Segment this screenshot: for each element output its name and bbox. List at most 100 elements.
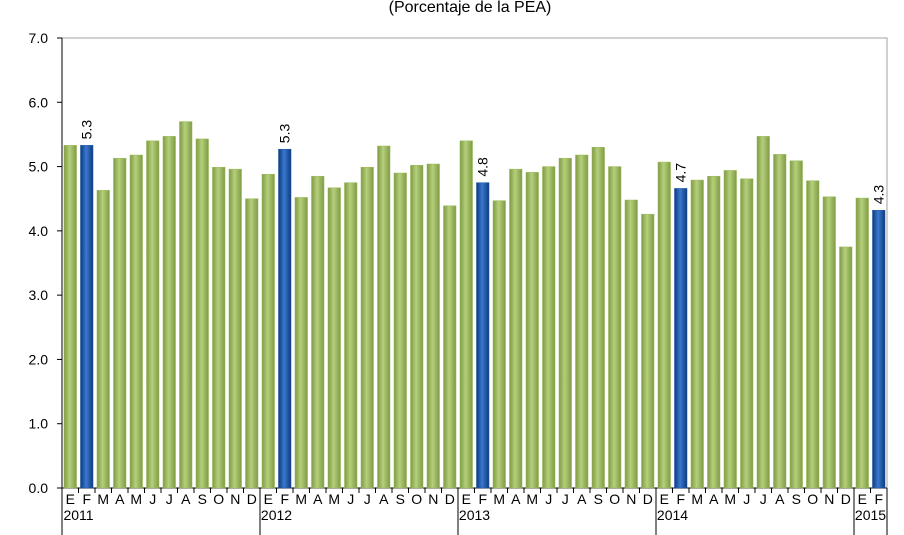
chart-title: (Porcentaje de la PEA) (389, 0, 552, 16)
bar (822, 196, 836, 489)
x-tick-label: M (724, 491, 736, 507)
x-tick-label: D (841, 491, 851, 507)
bar (327, 187, 341, 489)
x-tick-label: J (760, 491, 767, 507)
bar (872, 210, 886, 489)
bar (773, 154, 787, 489)
x-tick-label: E (858, 491, 867, 507)
bar (278, 148, 292, 489)
year-label: 2011 (63, 507, 93, 523)
bar (608, 166, 622, 489)
x-tick-label: D (643, 491, 653, 507)
x-tick-label: A (709, 491, 719, 507)
x-tick-label: A (313, 491, 323, 507)
value-label: 4.7 (673, 163, 689, 183)
x-tick-label: M (526, 491, 538, 507)
x-tick-label: J (545, 491, 552, 507)
x-tick-label: S (594, 491, 603, 507)
x-tick-label: S (396, 491, 405, 507)
year-label: 2015 (855, 507, 886, 523)
x-tick-label: J (347, 491, 354, 507)
x-tick-label: E (462, 491, 471, 507)
bar (228, 168, 242, 489)
y-tick-label: 4.0 (29, 223, 49, 239)
bar (756, 136, 770, 489)
bar (624, 199, 638, 489)
bar (80, 145, 94, 489)
bar (443, 205, 457, 489)
bar (690, 179, 704, 489)
x-tick-label: E (66, 491, 75, 507)
bar (509, 168, 523, 489)
bar (113, 157, 127, 489)
year-label: 2012 (261, 507, 292, 523)
bar (558, 157, 572, 489)
bar (707, 175, 721, 489)
x-tick-label: J (166, 491, 173, 507)
bar (393, 172, 407, 489)
bar (311, 175, 325, 489)
x-tick-label: J (149, 491, 156, 507)
y-tick-label: 5.0 (29, 159, 49, 175)
y-tick-label: 3.0 (29, 287, 49, 303)
bar (426, 163, 440, 489)
bar (212, 166, 226, 489)
x-tick-label: F (280, 491, 289, 507)
x-tick-label: O (609, 491, 620, 507)
bar (410, 165, 424, 489)
x-tick-label: E (660, 491, 669, 507)
x-tick-label: F (82, 491, 91, 507)
bar (129, 154, 143, 489)
x-tick-label: S (198, 491, 207, 507)
x-tick-label: M (130, 491, 142, 507)
y-tick-label: 0.0 (29, 480, 49, 496)
value-label: 5.3 (79, 120, 95, 140)
x-tick-label: D (445, 491, 455, 507)
x-tick-label: S (792, 491, 801, 507)
x-tick-label: A (577, 491, 587, 507)
x-tick-label: F (874, 491, 883, 507)
x-tick-label: J (364, 491, 371, 507)
bar (641, 213, 655, 489)
bar (740, 178, 754, 489)
x-tick-label: M (97, 491, 109, 507)
bar (542, 166, 556, 489)
value-label: 5.3 (277, 124, 293, 144)
y-tick-label: 6.0 (29, 94, 49, 110)
x-tick-label: A (181, 491, 191, 507)
bar (492, 200, 506, 489)
x-tick-label: A (775, 491, 785, 507)
y-tick-label: 2.0 (29, 351, 49, 367)
x-tick-label: A (115, 491, 125, 507)
x-tick-label: A (379, 491, 389, 507)
bar (294, 197, 308, 489)
x-tick-label: M (295, 491, 307, 507)
x-tick-label: D (247, 491, 257, 507)
x-tick-label: N (230, 491, 240, 507)
bar (162, 136, 176, 489)
bar (459, 140, 473, 489)
x-tick-label: O (807, 491, 818, 507)
bar (195, 138, 209, 489)
x-tick-label: A (511, 491, 521, 507)
x-tick-label: J (562, 491, 569, 507)
bar (789, 160, 803, 489)
bar (245, 198, 259, 489)
bar (360, 166, 374, 489)
bar (839, 246, 853, 489)
bar (591, 147, 605, 489)
x-tick-label: N (626, 491, 636, 507)
x-tick-label: M (328, 491, 340, 507)
x-tick-label: N (824, 491, 834, 507)
bar (261, 174, 275, 489)
x-tick-label: E (264, 491, 273, 507)
bar (63, 145, 77, 489)
bar (146, 140, 160, 489)
y-tick-label: 7.0 (29, 30, 49, 46)
bar (657, 161, 671, 489)
year-label: 2014 (657, 507, 688, 523)
y-tick-label: 1.0 (29, 416, 49, 432)
bar (344, 182, 358, 489)
bar (575, 154, 589, 489)
